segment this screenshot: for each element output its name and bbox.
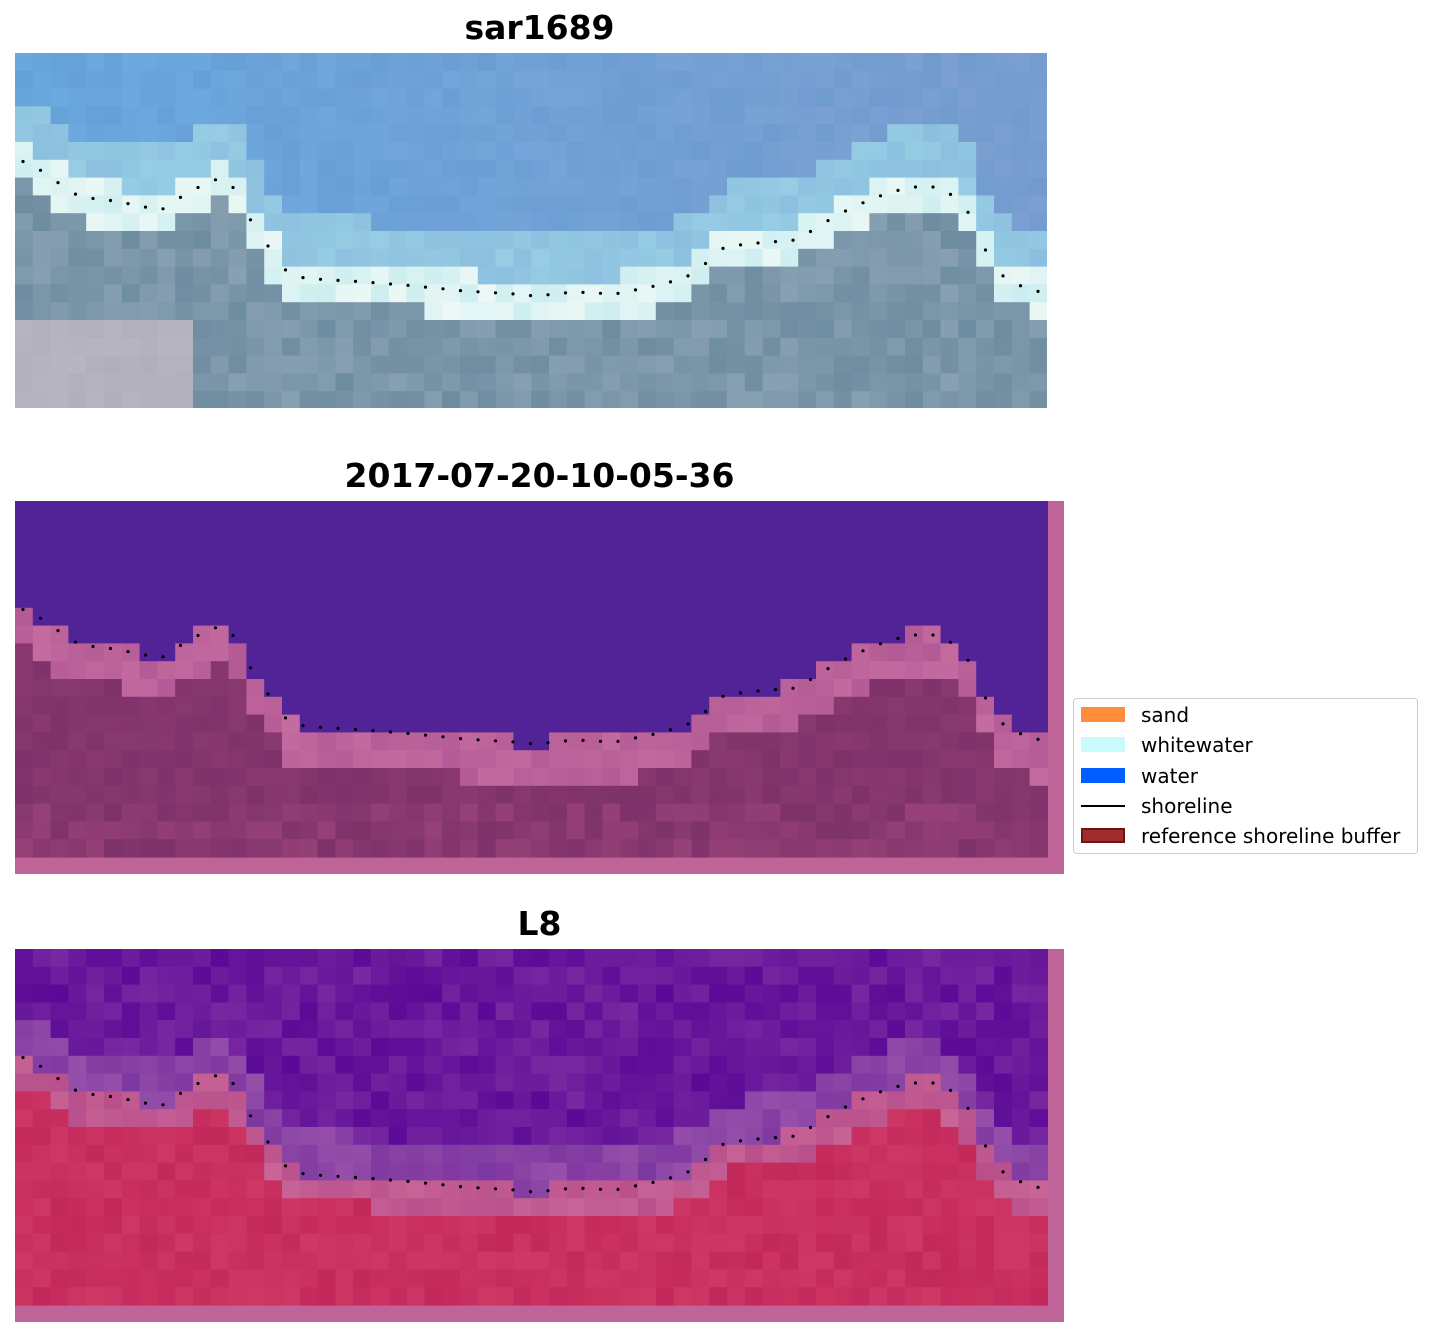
legend-label: water	[1141, 764, 1198, 788]
water-swatch	[1081, 768, 1125, 783]
whitewater-swatch	[1081, 737, 1125, 752]
rgb-image-panel	[15, 53, 1047, 408]
legend-label: whitewater	[1141, 733, 1253, 757]
legend-label: shoreline	[1141, 794, 1233, 818]
index-image-panel	[15, 949, 1064, 1322]
legend-label: reference shoreline buffer	[1141, 824, 1401, 848]
panel-title: 2017-07-20-10-05-36	[344, 456, 735, 495]
classified-image-panel	[15, 501, 1064, 874]
legend: sand whitewater water shoreline referenc…	[1073, 698, 1418, 854]
reference-buffer-swatch	[1081, 828, 1125, 843]
panel-title: L8	[517, 904, 562, 943]
shoreline-line-icon	[1081, 805, 1125, 807]
panel-title: sar1689	[464, 8, 615, 47]
legend-label: sand	[1141, 703, 1190, 727]
sand-swatch	[1081, 707, 1125, 722]
